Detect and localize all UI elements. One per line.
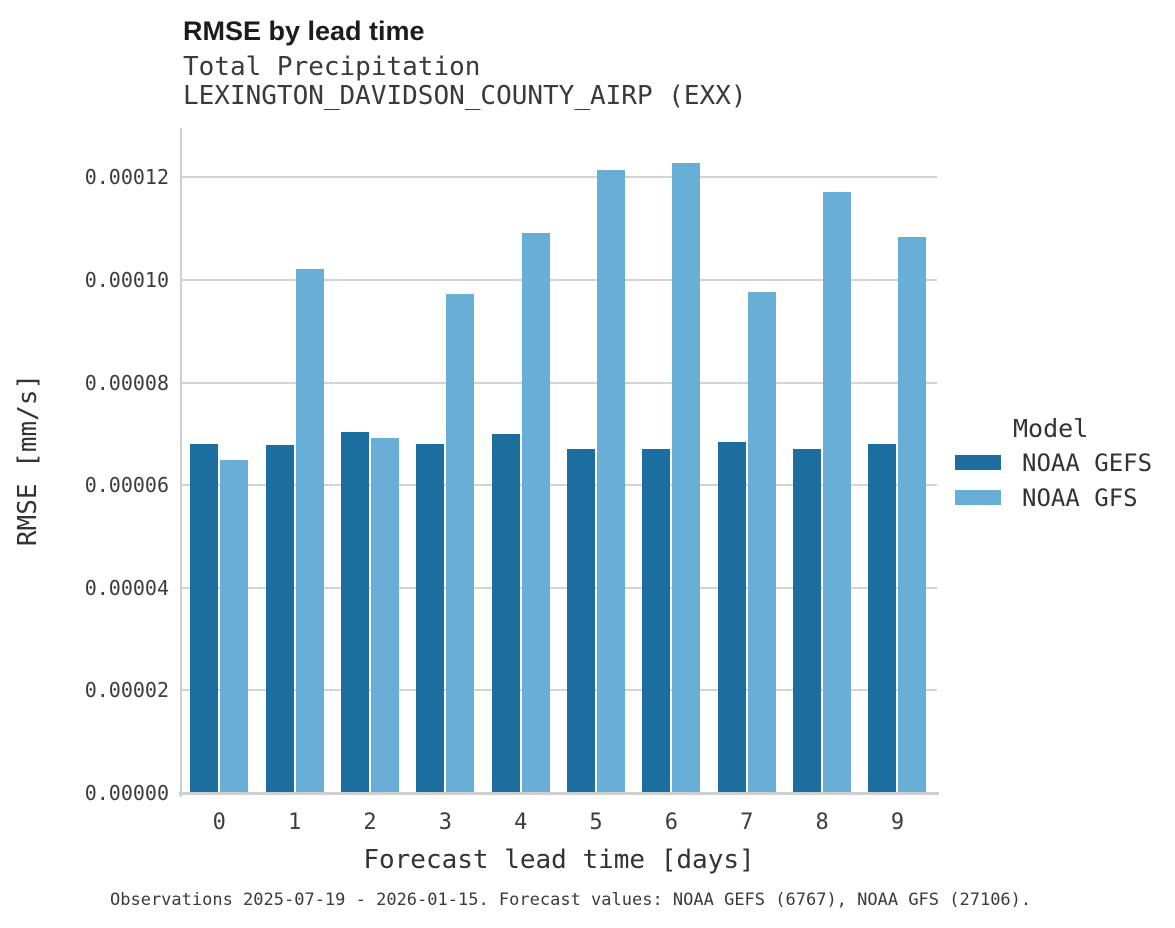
gridline xyxy=(181,381,937,384)
y-axis-spine xyxy=(180,128,182,797)
y-tick-label: 0.00002 xyxy=(84,678,169,703)
bar-noaa-gefs-lead-7 xyxy=(717,441,746,793)
y-axis-tick-labels: 0.00000 0.00002 0.00004 0.00006 0.00008 0.000… xyxy=(0,0,172,928)
bar-noaa-gfs-lead-2 xyxy=(371,437,399,793)
x-tick-label: 8 xyxy=(815,810,829,835)
bar-noaa-gefs-lead-2 xyxy=(341,432,369,793)
gridline xyxy=(181,484,937,487)
legend-swatch-noaa-gfs xyxy=(955,490,1001,505)
gridline xyxy=(181,586,937,589)
y-tick-label: 0.00012 xyxy=(84,165,169,190)
chart-station-line: LEXINGTON_DAVIDSON_COUNTY_AIRP (EXX) xyxy=(183,81,747,111)
x-tick-label: 2 xyxy=(363,810,377,835)
legend-swatch-noaa-gefs xyxy=(955,455,1001,470)
caption: Observations 2025-07-19 - 2026-01-15. Fo… xyxy=(110,890,1032,910)
legend-title: Model xyxy=(1013,414,1089,443)
x-tick-label: 0 xyxy=(212,810,226,835)
x-tick-label: 7 xyxy=(740,810,754,835)
x-tick-label: 5 xyxy=(589,810,603,835)
bar-noaa-gfs-lead-6 xyxy=(672,163,701,793)
bar-noaa-gfs-lead-8 xyxy=(823,192,852,793)
gridline xyxy=(181,689,937,692)
bar-noaa-gfs-lead-1 xyxy=(295,268,324,793)
x-axis-spine xyxy=(179,792,939,795)
gridline xyxy=(181,176,937,179)
legend-label: NOAA GFS xyxy=(1022,484,1138,512)
x-tick-label: 1 xyxy=(288,810,302,835)
bar-noaa-gefs-lead-4 xyxy=(491,434,520,793)
chart-title: RMSE by lead time xyxy=(183,16,425,46)
gridline xyxy=(181,278,937,281)
bar-noaa-gefs-lead-8 xyxy=(793,448,822,793)
y-tick-label: 0.00006 xyxy=(84,473,169,498)
legend-label: NOAA GEFS xyxy=(1022,449,1153,477)
bar-noaa-gefs-lead-9 xyxy=(868,444,897,793)
plot-area xyxy=(181,128,937,794)
x-tick-label: 3 xyxy=(438,810,452,835)
bar-noaa-gfs-lead-0 xyxy=(220,459,249,793)
bar-noaa-gfs-lead-4 xyxy=(521,232,550,793)
bar-noaa-gefs-lead-6 xyxy=(642,448,671,793)
bar-noaa-gefs-lead-5 xyxy=(567,448,596,793)
bar-noaa-gefs-lead-0 xyxy=(190,443,219,793)
bar-noaa-gfs-lead-3 xyxy=(446,294,475,793)
y-tick-label: 0.00000 xyxy=(84,781,169,805)
bar-noaa-gfs-lead-9 xyxy=(898,236,927,793)
bar-noaa-gefs-lead-3 xyxy=(416,443,445,793)
x-tick-label: 4 xyxy=(514,810,528,835)
chart-subtitle: Total Precipitation xyxy=(183,52,481,82)
x-tick-label: 9 xyxy=(890,810,905,835)
y-tick-label: 0.00008 xyxy=(84,370,169,395)
x-tick-label: 6 xyxy=(664,810,679,835)
y-axis-title: RMSE [mm/s] xyxy=(13,373,43,547)
y-tick-label: 0.00010 xyxy=(84,267,169,292)
x-axis-title: Forecast lead time [days] xyxy=(363,845,755,875)
bar-noaa-gefs-lead-1 xyxy=(265,444,294,793)
bar-noaa-gfs-lead-5 xyxy=(597,170,626,793)
y-tick-label: 0.00004 xyxy=(84,575,169,600)
bar-noaa-gfs-lead-7 xyxy=(747,291,776,793)
